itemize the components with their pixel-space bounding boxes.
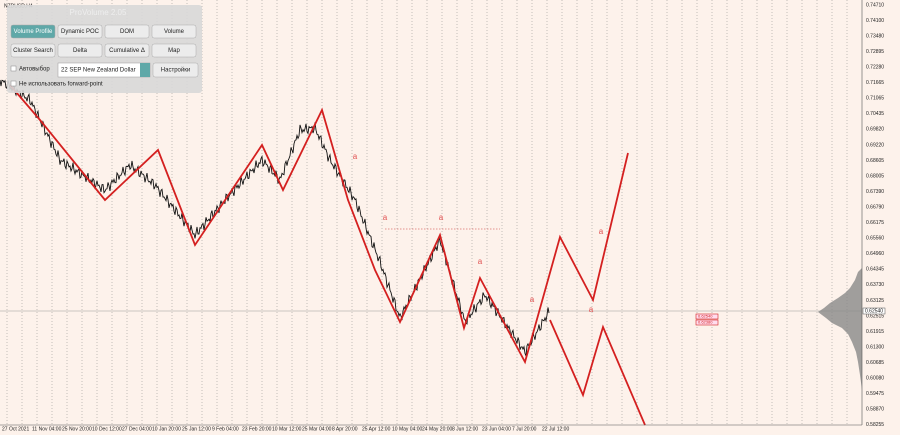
button-label: DOM [120, 29, 134, 35]
price-label: 0.68005 [866, 173, 884, 179]
level-box [695, 319, 719, 326]
panel-title: ProVolume 2.05 [70, 8, 127, 17]
button-label: Dynamic POC [61, 29, 100, 35]
wave-projection [549, 319, 646, 426]
toolbar-button[interactable] [10, 43, 56, 58]
wave-label: a [530, 295, 535, 304]
price-label: 0.60685 [866, 360, 884, 366]
button-label: Map [168, 48, 180, 54]
time-label: 25 Nov 20:00 [62, 426, 92, 432]
wave-label: a [353, 152, 358, 161]
price-label: 0.59475 [866, 391, 884, 397]
time-label: 10 Jan 20:00 [152, 426, 181, 432]
price-label: 0.73480 [866, 33, 884, 39]
time-label: 10 Mar 12:00 [272, 426, 302, 432]
price-label: 0.65560 [866, 236, 884, 242]
time-label: 25 Mar 04:00 [302, 426, 332, 432]
time-label: 10 Dec 12:00 [92, 426, 122, 432]
price-label: 0.72280 [866, 65, 884, 71]
button-label: Cumulative Δ [109, 48, 145, 54]
current-price: 0.62540 [865, 308, 883, 314]
current-price-box [862, 307, 886, 315]
auto-select-label[interactable]: Автовыбор [19, 67, 50, 73]
toolbar-button[interactable] [57, 24, 103, 39]
wave-label: a [589, 305, 594, 314]
price-label: 0.63125 [866, 298, 884, 304]
time-label: 8 Jun 12:00 [452, 426, 478, 432]
time-label: 27 Dec 04:00 [122, 426, 152, 432]
time-label: 25 Jan 12:00 [182, 426, 211, 432]
price-label: 0.58255 [866, 422, 884, 428]
toolbar-button[interactable] [151, 43, 197, 58]
price-label: 0.66175 [866, 220, 884, 226]
level-box [695, 313, 719, 320]
wave-label: a [439, 213, 444, 222]
price-line [0, 79, 550, 358]
toolbar-button[interactable] [10, 24, 56, 39]
time-label: 23 Jun 04:00 [482, 426, 511, 432]
price-label: 0.68605 [866, 158, 884, 164]
level-label: 0.62540 [698, 314, 713, 319]
vertical-grid [6, 0, 848, 425]
level-label: 0.62380 [698, 320, 713, 325]
toolbar-button[interactable] [57, 43, 103, 58]
toolbar-button[interactable] [104, 43, 150, 58]
price-label: 0.64345 [866, 267, 884, 273]
checkbox[interactable] [10, 80, 17, 87]
price-label: 0.74710 [866, 2, 884, 8]
checkbox[interactable] [10, 65, 17, 72]
price-label: 0.74100 [866, 18, 884, 24]
time-label: 8 Apr 20:00 [332, 426, 358, 432]
price-label: 0.63730 [866, 282, 884, 288]
button-label: Delta [73, 48, 88, 54]
wave-label: a [383, 213, 388, 222]
time-label: 7 Jul 20:00 [512, 426, 537, 432]
price-label: 0.60080 [866, 376, 884, 382]
toolbar-button[interactable] [151, 24, 197, 39]
settings-button[interactable] [152, 62, 199, 78]
price-label: 0.61915 [866, 329, 884, 335]
time-label: 24 May 20:00 [422, 426, 453, 432]
time-label: 9 Feb 04:00 [212, 426, 239, 432]
price-label: 0.72895 [866, 49, 884, 55]
price-label: 0.70435 [866, 111, 884, 117]
price-label: 0.71665 [866, 80, 884, 86]
wave-label: a [478, 257, 483, 266]
button-label: Volume [164, 29, 185, 35]
price-label: 0.67390 [866, 189, 884, 195]
provolume-panel: ProVolume 2.05 Volume Profile Dynamic POC… [7, 5, 202, 93]
price-label: 0.64960 [866, 251, 884, 257]
price-label: 0.58870 [866, 407, 884, 413]
wave-zigzag [9, 84, 629, 365]
toolbar-button[interactable] [104, 24, 150, 39]
button-label: Cluster Search [13, 48, 53, 54]
price-label: 0.69220 [866, 142, 884, 148]
price-label: 0.69820 [866, 127, 884, 133]
price-label: 0.71065 [866, 96, 884, 102]
button-label: Volume Profile [14, 29, 53, 35]
volume-profile [818, 268, 862, 390]
price-label: 0.62515 [866, 313, 884, 319]
time-label: 23 Feb 20:00 [242, 426, 272, 432]
price-label: 0.61300 [866, 344, 884, 350]
forward-point-label[interactable]: Не использовать forward-point [19, 82, 103, 88]
time-label: 11 Nov 04:00 [32, 426, 62, 432]
time-label: 25 Apr 12:00 [362, 426, 391, 432]
dropdown-arrow[interactable] [140, 63, 150, 77]
settings-label: Настройки [161, 67, 190, 74]
time-label: 10 May 04:00 [392, 426, 423, 432]
price-label: 0.66790 [866, 204, 884, 210]
wave-label: a [599, 227, 604, 236]
time-label: 22 Jul 12:00 [542, 426, 569, 432]
instrument-value: 22 SEP New Zealand Dollar [61, 68, 136, 74]
time-label: 27 Oct 2021 [2, 426, 29, 432]
